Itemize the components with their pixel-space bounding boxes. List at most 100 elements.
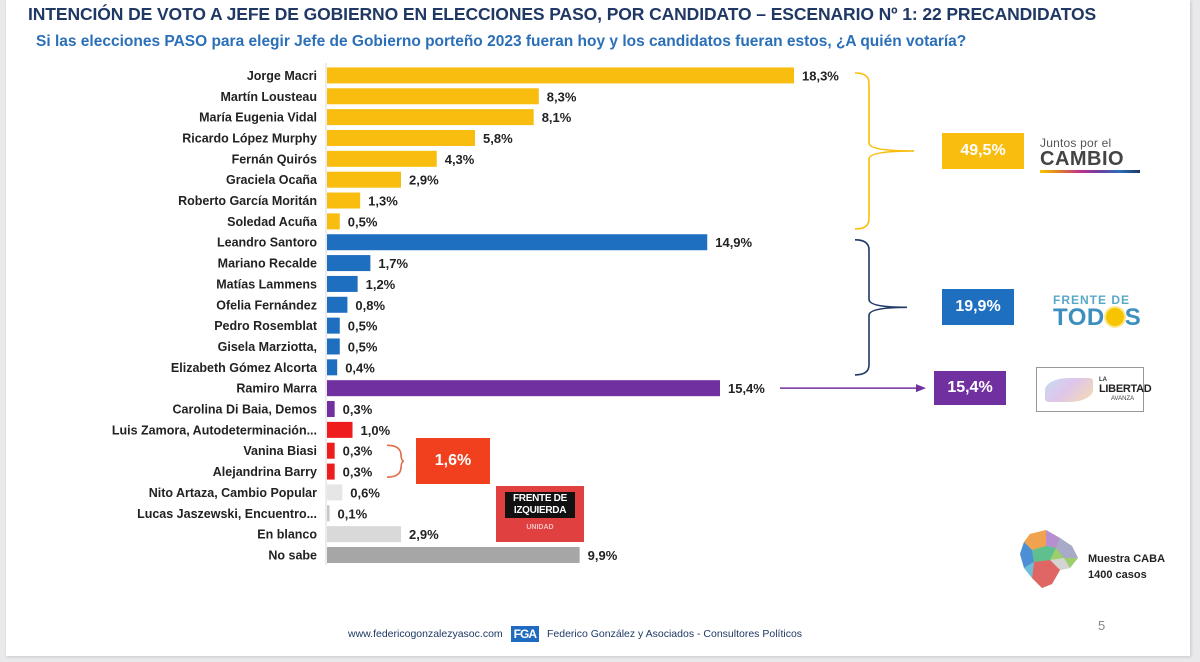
value-label: 8,3%: [547, 89, 577, 104]
bar: [327, 421, 353, 438]
category-label: Mariano Recalde: [218, 257, 317, 271]
footer: www.federicogonzalezyasoc.com FGA Federi…: [348, 626, 802, 642]
slide-subtitle: Si las elecciones PASO para elegir Jefe …: [36, 33, 967, 50]
bar: [327, 296, 348, 313]
category-label: María Eugenia Vidal: [199, 111, 317, 125]
value-label: 1,0%: [361, 423, 391, 438]
footer-url[interactable]: www.federicogonzalezyasoc.com: [348, 628, 503, 640]
fit-brace: [386, 444, 405, 478]
value-label: 4,3%: [445, 152, 475, 167]
sample-line1: Muestra CABA: [1088, 553, 1166, 565]
value-label: 1,3%: [368, 194, 398, 209]
bar: [327, 129, 476, 146]
value-label: 0,5%: [348, 339, 378, 354]
fdt-logo: FRENTE DE TOD S: [1053, 293, 1142, 331]
bar: [327, 275, 358, 292]
value-label: 1,7%: [378, 256, 408, 271]
bar: [327, 484, 343, 501]
value-label: 0,4%: [345, 360, 375, 375]
value-label: 5,8%: [483, 131, 513, 146]
category-label: No sabe: [268, 548, 317, 562]
bar: [327, 109, 534, 126]
jxc-logo: Juntos por el CAMBIO: [1040, 136, 1140, 173]
value-label: 14,9%: [715, 235, 752, 250]
category-label: Soledad Acuña: [227, 215, 318, 229]
category-label: Fernán Quirós: [232, 152, 317, 166]
category-label: Ofelia Fernández: [216, 298, 317, 312]
fdt-logo-top: FRENTE DE: [1053, 293, 1131, 307]
bar: [327, 546, 580, 563]
fit-logo-line2: IZQUIERDA: [513, 505, 567, 516]
bar: [327, 338, 340, 355]
bar: [327, 171, 402, 188]
fdt-total-badge: 19,9%: [942, 289, 1014, 326]
category-label: Lucas Jaszewski, Encuentro...: [137, 507, 317, 521]
bar: [327, 380, 720, 397]
bar: [327, 463, 335, 480]
value-label: 0,8%: [355, 298, 385, 313]
value-label: 8,1%: [542, 110, 572, 125]
category-label: Matías Lammens: [216, 277, 317, 291]
value-label: 0,6%: [350, 485, 380, 500]
bar: [327, 67, 794, 84]
fit-total-badge: 1,6%: [416, 438, 490, 485]
category-label: Vanina Biasi: [243, 444, 317, 458]
value-label: 1,2%: [366, 277, 396, 292]
category-label: Elizabeth Gómez Alcorta: [171, 361, 318, 375]
jxc-logo-main: CAMBIO: [1040, 148, 1125, 170]
bar: [327, 255, 371, 272]
lla-logo-avanza: AVANZA: [1111, 396, 1135, 402]
fdt-brace: [854, 239, 908, 376]
fit-logo-unidad: UNIDAD: [526, 524, 554, 531]
value-label: 0,5%: [348, 214, 378, 229]
bar: [327, 213, 340, 230]
slide: [6, 0, 1190, 656]
value-label: 0,1%: [338, 506, 368, 521]
bar: [327, 401, 335, 418]
category-label: Graciela Ocaña: [226, 173, 318, 187]
fit-logo-wordmark: FRENTE DE IZQUIERDA: [505, 492, 575, 518]
value-label: 0,5%: [348, 319, 378, 334]
fit-logo-line1: FRENTE DE: [513, 493, 567, 504]
slide-title: INTENCIÓN DE VOTO A JEFE DE GOBIERNO EN …: [28, 4, 1097, 24]
footer-company: Federico González y Asociados - Consulto…: [547, 628, 803, 640]
value-label: 2,9%: [409, 173, 439, 188]
arrow-head-icon: [916, 384, 926, 393]
category-label: Jorge Macri: [247, 69, 317, 83]
category-label: Carolina Di Baia, Demos: [173, 403, 318, 417]
bar: [327, 317, 340, 334]
fga-logo: FGA: [510, 626, 539, 642]
bar: [327, 88, 539, 105]
bar: [327, 505, 330, 522]
lla-logo-libertad: LIBERTAD: [1099, 383, 1152, 395]
sample-line2: 1400 casos: [1088, 569, 1147, 581]
sample-info: Muestra CABA 1400 casos: [1088, 551, 1165, 583]
value-label: 18,3%: [802, 68, 839, 83]
jxc-total-badge: 49,5%: [942, 132, 1024, 169]
category-label: Alejandrina Barry: [213, 465, 317, 479]
jxc-logo-top: Juntos por el: [1040, 136, 1112, 150]
category-label: En blanco: [257, 528, 317, 542]
page-number: 5: [1098, 618, 1106, 633]
value-label: 0,3%: [343, 465, 373, 480]
jxc-logo-stripe: [1040, 170, 1140, 173]
fdt-logo-text-a: TOD: [1053, 304, 1105, 331]
category-label: Luis Zamora, Autodeterminación...: [112, 423, 317, 437]
bar: [327, 150, 437, 167]
fit-logo: FRENTE DE IZQUIERDA UNIDAD: [496, 486, 584, 542]
category-label: Pedro Rosemblat: [214, 319, 318, 333]
category-label: Gisela Marziotta,: [218, 340, 317, 354]
category-label: Nito Artaza, Cambio Popular: [149, 486, 317, 500]
lla-logo: LA LIBERTAD AVANZA: [1036, 367, 1152, 412]
category-label: Roberto García Moritán: [178, 194, 317, 208]
value-label: 0,3%: [343, 402, 373, 417]
lla-logo-la: LA: [1099, 377, 1107, 383]
bar: [327, 192, 361, 209]
lla-total-badge: 15,4%: [934, 371, 1006, 406]
category-label: Ramiro Marra: [236, 382, 318, 396]
fdt-logo-main: TOD S: [1053, 304, 1142, 331]
value-label: 15,4%: [728, 381, 765, 396]
fdt-logo-text-b: S: [1124, 304, 1142, 331]
sun-icon: [1105, 308, 1124, 326]
category-label: Leandro Santoro: [217, 236, 317, 250]
